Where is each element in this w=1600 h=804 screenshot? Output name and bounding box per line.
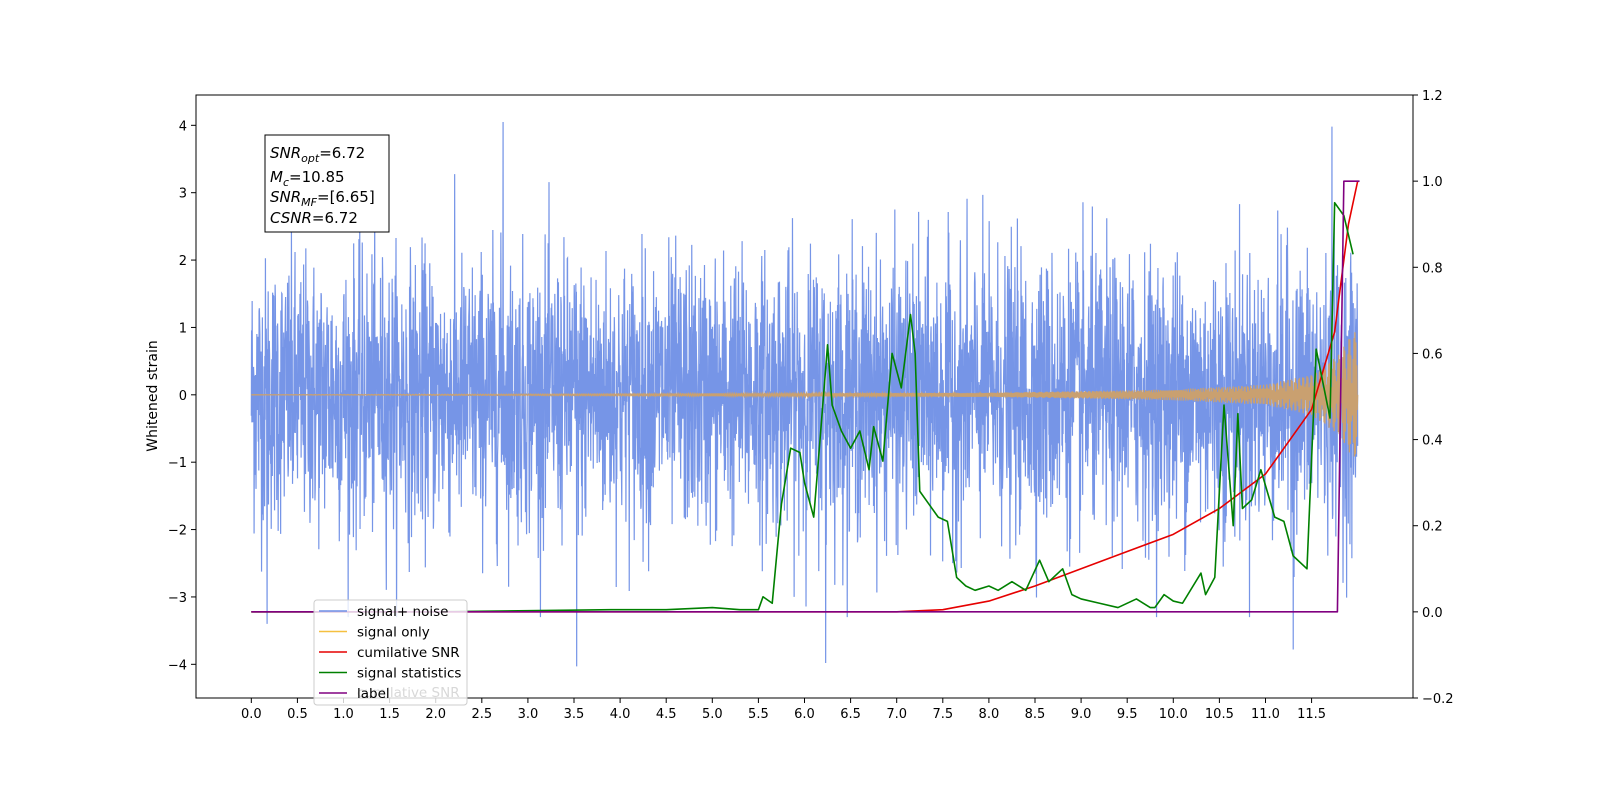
x-tick-label: 11.5 xyxy=(1297,707,1326,722)
x-tick-label: 8.0 xyxy=(979,707,1000,722)
x-tick-label: 3.5 xyxy=(564,707,585,722)
y2-tick-label: 1.2 xyxy=(1422,89,1443,104)
x-tick-label: 10.0 xyxy=(1159,707,1188,722)
x-tick-label: 6.0 xyxy=(794,707,815,722)
x-tick-label: 0.5 xyxy=(287,707,308,722)
y2-tick-label: 1.0 xyxy=(1422,175,1443,190)
x-tick-label: 2.5 xyxy=(471,707,492,722)
x-tick-label: 9.0 xyxy=(1071,707,1092,722)
y2-tick-label: 0.0 xyxy=(1422,606,1443,621)
x-tick-label: 4.0 xyxy=(610,707,631,722)
y-tick-label: −3 xyxy=(168,591,187,606)
legend-label: signal statistics xyxy=(357,666,461,682)
legend-label: signal+ noise xyxy=(357,604,448,620)
x-axis: 0.0 0.5 1.0 1.5 2.0 2.5 3.0 3.5 4.0 4.5 5.0 5.5 6.0 6… xyxy=(241,698,1326,722)
x-tick-label: 4.5 xyxy=(656,707,677,722)
y-tick-label: 4 xyxy=(179,119,187,134)
series-layer xyxy=(250,121,1360,667)
x-tick-label: 8.5 xyxy=(1025,707,1046,722)
legend: cumilative SNR signal+ noise signal only c… xyxy=(313,599,468,706)
y-tick-label: −4 xyxy=(168,658,187,673)
x-tick-label: 5.5 xyxy=(748,707,769,722)
y2-tick-label: 0.4 xyxy=(1422,434,1443,449)
info-csnr: CSNR=6.72 xyxy=(270,209,358,227)
x-tick-label: 2.0 xyxy=(425,707,446,722)
plot-area xyxy=(250,121,1360,667)
x-tick-label: 3.0 xyxy=(518,707,539,722)
info-box: SNRopt=6.72 Mc=10.85 SNRMF=[6.65] CSNR=6… xyxy=(264,134,390,233)
y-tick-label: 1 xyxy=(179,321,187,336)
y-tick-label: −2 xyxy=(168,524,187,539)
x-tick-label: 0.0 xyxy=(241,707,262,722)
series-line-label xyxy=(251,180,1360,613)
y2-tick-label: 0.2 xyxy=(1422,520,1443,535)
y2-tick-label: −0.2 xyxy=(1422,692,1454,707)
legend-entries: signal+ noise signal only cumilative SNR si… xyxy=(319,604,461,702)
y-tick-label: −1 xyxy=(168,456,187,471)
series-line-signal-statistics xyxy=(251,201,1354,613)
x-tick-label: 11.0 xyxy=(1251,707,1280,722)
series-line-signal-noise xyxy=(250,121,1359,667)
series-line-signal-only xyxy=(251,332,1359,457)
legend-label: cumilative SNR xyxy=(357,645,460,661)
x-tick-label: 1.0 xyxy=(333,707,354,722)
x-tick-label: 7.5 xyxy=(932,707,953,722)
legend-label: label xyxy=(357,686,390,702)
y2-tick-label: 0.6 xyxy=(1422,347,1443,362)
x-tick-label: 5.0 xyxy=(702,707,723,722)
legend-ghost-text: cumilative SNR xyxy=(357,685,460,701)
y-axis-left: −4 −3 −2 −1 0 1 2 3 4 xyxy=(168,119,196,673)
y2-tick-label: 0.8 xyxy=(1422,261,1443,276)
x-tick-label: 10.5 xyxy=(1205,707,1234,722)
y-tick-label: 3 xyxy=(179,187,187,202)
x-tick-label: 9.5 xyxy=(1117,707,1138,722)
legend-frame xyxy=(313,599,468,706)
info-snr-mf: SNRMF=[6.65] xyxy=(270,188,375,209)
x-tick-label: 6.5 xyxy=(840,707,861,722)
x-tick-label: 7.0 xyxy=(886,707,907,722)
y-axis-label: Whitened strain xyxy=(145,340,161,451)
info-snr-opt: SNRopt=6.72 xyxy=(270,144,365,165)
y-axis-right: −0.2 0.0 0.2 0.4 0.6 0.8 1.0 1.2 xyxy=(1413,89,1454,707)
info-mc: Mc=10.85 xyxy=(270,168,345,189)
info-box-frame xyxy=(264,134,390,233)
y-tick-label: 2 xyxy=(179,254,187,269)
x-tick-label: 1.5 xyxy=(379,707,400,722)
legend-label: signal only xyxy=(357,625,430,641)
y-tick-label: 0 xyxy=(179,389,187,404)
